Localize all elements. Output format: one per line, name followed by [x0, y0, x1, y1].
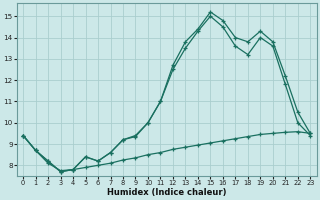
X-axis label: Humidex (Indice chaleur): Humidex (Indice chaleur) [107, 188, 227, 197]
